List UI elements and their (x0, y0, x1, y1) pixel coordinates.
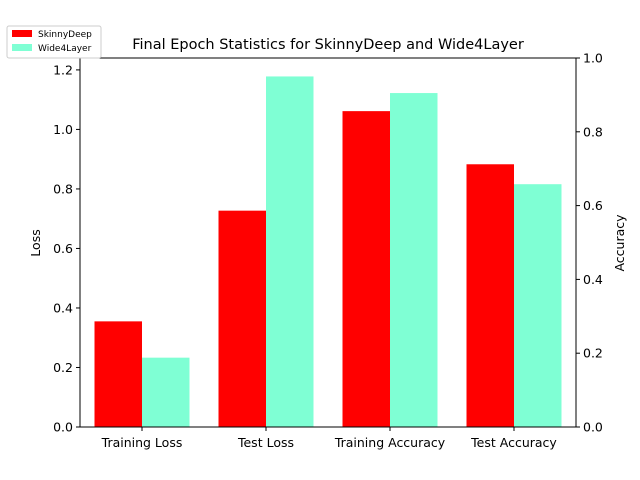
x-tick-label: Test Accuracy (470, 435, 557, 450)
legend-label: Wide4Layer (38, 44, 92, 54)
left-tick-label: 0.8 (53, 181, 73, 196)
bar-wide4layer-training-loss (142, 357, 190, 427)
left-tick-label: 0.0 (53, 420, 73, 435)
left-tick-label: 0.2 (53, 360, 73, 375)
bar-wide4layer-test-accuracy (514, 184, 562, 427)
bar-wide4layer-training-accuracy (390, 93, 438, 428)
right-tick-label: 0.4 (583, 272, 603, 287)
legend: SkinnyDeep Wide4Layer (6, 25, 102, 59)
x-tick-label: Test Loss (237, 435, 294, 450)
legend-swatch (12, 30, 32, 37)
axes-group: 0.0 0.2 0.4 0.6 0.8 1.0 1.2 0.0 0.2 0.4 0.6 0.8 1.0 T… (53, 51, 603, 451)
legend-label: SkinnyDeep (38, 30, 92, 40)
right-tick-label: 0.6 (583, 198, 603, 213)
bar-skinnydeep-training-accuracy (342, 111, 390, 428)
chart-title: Final Epoch Statistics for SkinnyDeep an… (132, 37, 524, 53)
bar-skinnydeep-training-loss (94, 321, 142, 427)
bar-skinnydeep-test-accuracy (466, 164, 514, 427)
x-tick-label: Training Loss (101, 435, 183, 450)
right-axis-label: Accuracy (612, 214, 627, 272)
right-tick-label: 0.2 (583, 346, 603, 361)
x-tick-label: Training Accuracy (334, 435, 446, 450)
left-tick-label: 0.6 (53, 241, 73, 256)
bars-group (94, 76, 562, 428)
left-axis-label: Loss (28, 229, 43, 256)
legend-swatch (12, 44, 32, 51)
bar-wide4layer-test-loss (266, 76, 314, 427)
bar-skinnydeep-test-loss (218, 210, 266, 427)
right-tick-label: 0.8 (583, 124, 603, 139)
left-tick-label: 1.2 (53, 62, 73, 77)
left-tick-label: 1.0 (53, 122, 73, 137)
left-tick-label: 0.4 (53, 300, 73, 315)
right-tick-label: 0.0 (583, 420, 603, 435)
right-tick-label: 1.0 (583, 51, 603, 66)
